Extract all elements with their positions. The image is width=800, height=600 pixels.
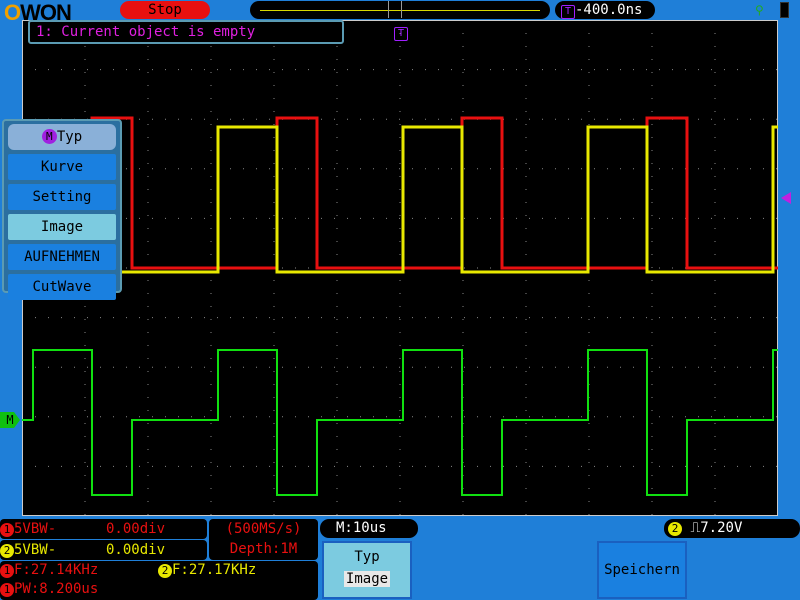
measurements-panel: 1 F:27.14KHz 2 F:27.17KHz 1 PW:8.200us	[0, 561, 318, 600]
ch2-info[interactable]: 2 5VBW- 0.00div	[0, 540, 207, 560]
usb-icon: ⚲	[755, 3, 764, 17]
math-ground-marker[interactable]: M	[0, 412, 20, 428]
run-state-indicator[interactable]: Stop	[120, 1, 210, 19]
ch1-badge: 1	[0, 523, 14, 537]
ch1-waveform	[22, 116, 778, 270]
trigger-offset: T -400.0ns	[555, 1, 655, 19]
trigger-icon: T	[561, 5, 575, 19]
menu-item-aufnehmen[interactable]: AUFNEHMEN	[8, 244, 116, 270]
ch2-badge: 2	[0, 544, 14, 558]
menu-badge-icon: M	[41, 129, 57, 144]
battery-icon	[780, 2, 789, 18]
timebase[interactable]: M:10us	[320, 519, 418, 538]
menu-item-cutwave[interactable]: CutWave	[8, 274, 116, 300]
measure-ch1-pw: PW:8.200us	[14, 581, 99, 597]
ch2-waveform	[22, 125, 778, 274]
speichern-softkey[interactable]: Speichern	[597, 541, 687, 599]
trigger-position-bar	[250, 1, 550, 19]
typ-softkey[interactable]: Typ Image	[322, 541, 412, 599]
measure-ch2-freq: F:27.17KHz	[172, 562, 257, 578]
ch1-info[interactable]: 1 5VBW- 0.00div	[0, 519, 207, 539]
rising-edge-icon: ⎍	[690, 520, 701, 536]
trigger-info[interactable]: 2 ⎍7.20V	[664, 519, 800, 538]
acquisition-info: (500MS/s) Depth:1M	[209, 519, 318, 560]
menu-item-image[interactable]: Image	[8, 214, 116, 240]
trigger-time-marker: T	[394, 21, 408, 41]
waveform-svg	[22, 20, 778, 516]
trigger-offset-value: -400.0ns	[575, 2, 643, 18]
side-menu: M Typ Kurve Setting Image AUFNEHMEN CutWa…	[2, 119, 122, 300]
menu-item-kurve[interactable]: Kurve	[8, 154, 116, 180]
status-message: 1: Current object is empty	[28, 20, 344, 44]
trigger-level-marker[interactable]	[781, 192, 791, 204]
math-waveform	[22, 349, 778, 496]
menu-title: M Typ	[8, 124, 116, 150]
menu-item-setting[interactable]: Setting	[8, 184, 116, 210]
measure-ch1-freq: F:27.14KHz	[14, 562, 99, 578]
waveform-display	[22, 20, 778, 516]
